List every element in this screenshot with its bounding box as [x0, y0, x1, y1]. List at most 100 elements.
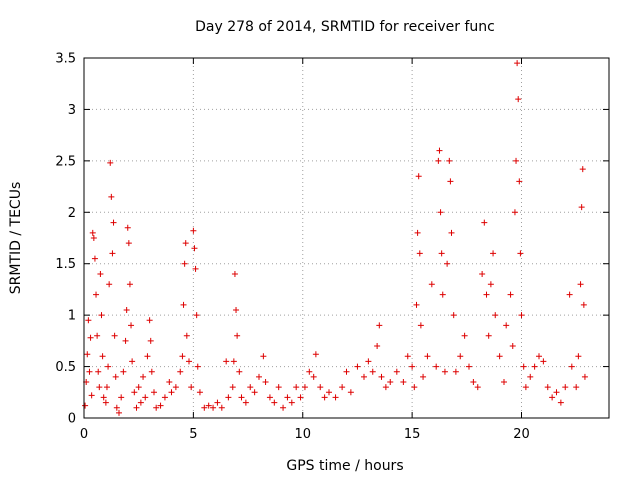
data-point: [450, 312, 457, 319]
data-point: [98, 312, 105, 319]
data-point: [293, 384, 300, 391]
data-point: [122, 337, 129, 344]
data-point: [578, 204, 585, 211]
data-point: [515, 96, 522, 103]
data-point: [137, 399, 144, 406]
data-point: [306, 368, 313, 375]
data-point: [562, 384, 569, 391]
x-tick-label: 5: [189, 427, 197, 442]
data-point: [168, 389, 175, 396]
data-point: [135, 384, 142, 391]
data-point: [275, 384, 282, 391]
data-point: [188, 384, 195, 391]
data-point: [536, 353, 542, 360]
data-point: [129, 358, 136, 365]
data-point: [376, 322, 383, 329]
data-point: [438, 250, 445, 257]
data-point: [262, 379, 269, 385]
grid: [84, 58, 609, 418]
data-point: [481, 219, 488, 226]
data-point: [579, 166, 586, 173]
data-point: [321, 394, 328, 401]
data-point: [105, 363, 112, 370]
data-point: [518, 312, 525, 319]
data-point: [457, 353, 464, 360]
data-point: [444, 260, 451, 267]
data-point: [82, 402, 89, 409]
data-point: [103, 384, 110, 391]
data-point: [90, 235, 97, 241]
data-point: [147, 337, 154, 344]
data-point: [487, 281, 494, 288]
data-point: [128, 322, 135, 329]
data-point: [108, 193, 115, 200]
data-point: [483, 291, 490, 298]
data-point: [387, 379, 394, 385]
data-point: [196, 389, 203, 396]
data-point: [382, 384, 389, 391]
data-point: [573, 384, 580, 391]
data-point: [157, 402, 164, 409]
data-point: [233, 307, 240, 313]
data-point: [140, 373, 147, 380]
data-point: [540, 358, 547, 365]
data-point: [581, 373, 588, 380]
data-point: [557, 399, 564, 406]
data-point: [144, 353, 151, 360]
data-point: [118, 394, 125, 401]
data-point: [229, 384, 236, 391]
data-point: [326, 389, 332, 396]
data-point: [280, 404, 287, 411]
data-point: [439, 291, 446, 298]
y-tick-label: 1: [68, 309, 76, 324]
data-point: [428, 281, 435, 288]
data-point: [490, 250, 497, 257]
data-point: [503, 322, 510, 329]
data-point: [234, 332, 241, 339]
data-point: [369, 368, 376, 375]
data-point: [339, 384, 346, 391]
data-point: [436, 147, 443, 154]
data-point: [95, 368, 102, 375]
data-point: [124, 224, 131, 231]
data-point: [102, 399, 109, 406]
data-point: [123, 307, 130, 313]
data-point: [194, 363, 201, 370]
data-point: [288, 399, 295, 406]
data-point: [236, 368, 243, 375]
y-tick-label: 2: [68, 206, 76, 221]
data-point: [191, 245, 198, 252]
data-point: [230, 358, 237, 365]
data-point: [365, 358, 372, 365]
data-point: [474, 384, 481, 391]
data-point: [94, 332, 101, 339]
data-point: [116, 409, 122, 416]
data-point: [549, 394, 556, 401]
data-point: [575, 353, 582, 360]
data-point: [433, 363, 440, 370]
data-point: [409, 363, 416, 370]
data-point: [284, 394, 291, 401]
x-axis-label: GPS time / hours: [286, 458, 403, 474]
data-point: [378, 373, 385, 380]
data-point: [192, 265, 199, 272]
data-point: [317, 384, 324, 391]
data-point: [361, 373, 367, 380]
data-point: [437, 209, 444, 216]
x-tick-label: 10: [294, 427, 311, 442]
data-point: [142, 394, 149, 401]
data-point: [527, 373, 534, 380]
data-point: [310, 373, 317, 380]
data-point: [343, 368, 350, 375]
data-point: [251, 389, 258, 396]
y-tick-label: 3.5: [55, 52, 76, 67]
data-point: [514, 60, 521, 67]
data-point: [120, 368, 127, 375]
data-point: [416, 250, 423, 257]
x-tick-label: 20: [513, 427, 530, 442]
data-point: [205, 402, 212, 409]
data-point: [312, 351, 319, 358]
data-point: [183, 332, 190, 339]
data-point: [125, 240, 132, 247]
data-point: [89, 229, 96, 236]
